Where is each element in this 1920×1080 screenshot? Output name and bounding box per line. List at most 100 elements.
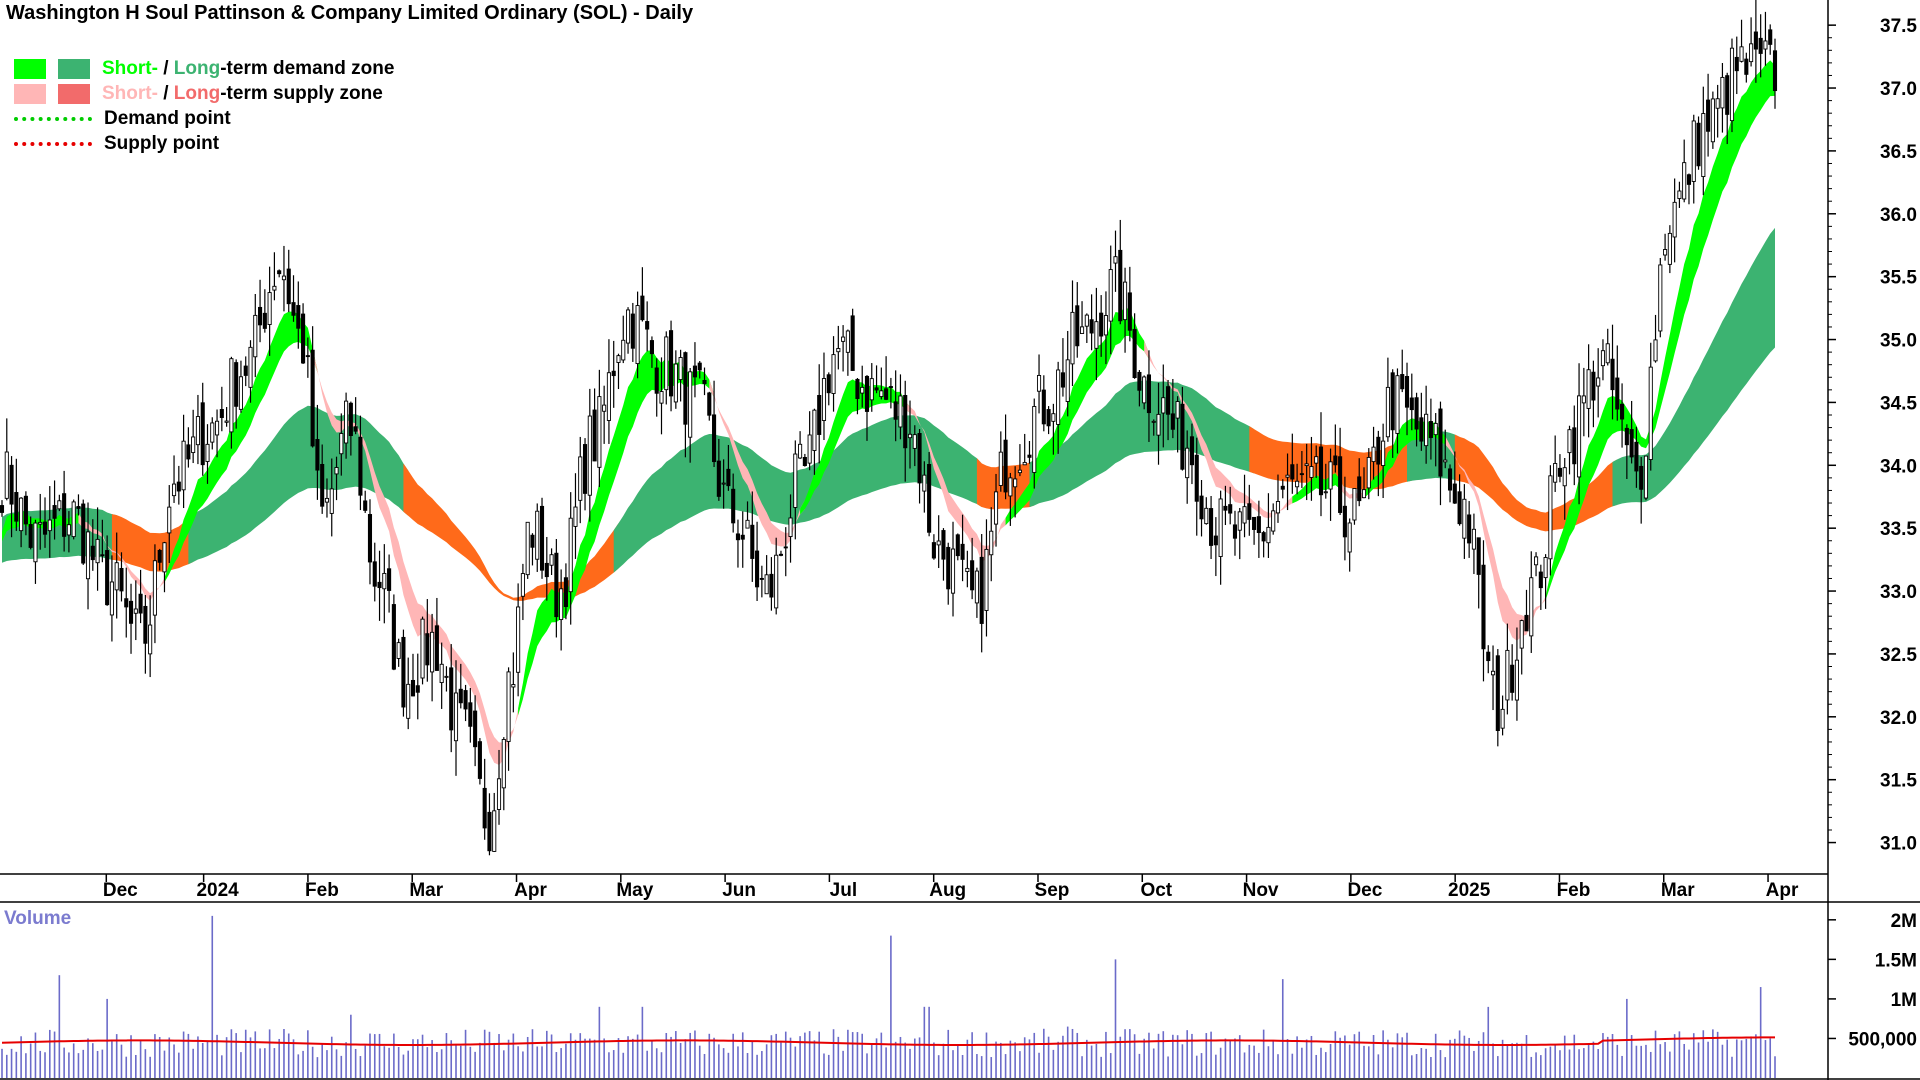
candle-body (726, 468, 731, 487)
candle-body (946, 546, 951, 590)
candle-body (1209, 508, 1214, 546)
candle-body (917, 433, 922, 484)
candle-body (1385, 386, 1390, 438)
candle-body (100, 554, 105, 557)
candle-body (659, 391, 664, 404)
candle-body (186, 444, 191, 460)
price-tick-label: 35.5 (1880, 268, 1917, 289)
candle-body (1562, 467, 1567, 487)
candle-body (1677, 190, 1682, 199)
candle-body (1643, 455, 1649, 499)
candle-body (1753, 31, 1758, 50)
candle-body (1672, 201, 1677, 238)
month-label: 2024 (196, 880, 239, 901)
candle-body (329, 488, 334, 514)
candle-body (401, 636, 406, 708)
candle-body (635, 305, 640, 365)
candle-body (382, 572, 387, 590)
candle-body (391, 604, 396, 670)
candle-body (1648, 366, 1653, 460)
candle-body (248, 346, 253, 388)
candle-body (525, 521, 530, 576)
candle-body (664, 336, 669, 391)
candle-body (1366, 456, 1371, 489)
legend-demand-sep: / (157, 57, 174, 79)
short-term-zone (1340, 479, 1369, 499)
candle-body (740, 534, 745, 540)
candle-body (1070, 311, 1075, 365)
candle-body (453, 692, 459, 742)
candle-body (1653, 339, 1658, 362)
price-tick-label: 37.5 (1880, 16, 1917, 37)
candle-body (640, 295, 645, 321)
candle-body (511, 684, 516, 688)
candle-body (530, 534, 535, 548)
candle-body (1146, 374, 1152, 414)
candle-body (1075, 305, 1080, 347)
candle-body (1476, 537, 1481, 575)
candle-body (171, 483, 177, 497)
candle-body (1772, 50, 1778, 92)
candle-body (219, 409, 224, 418)
candle-body (28, 524, 33, 548)
candle-body (234, 362, 239, 407)
chart-title: Washington H Soul Pattinson & Company Li… (6, 2, 694, 24)
candle-body (1428, 421, 1433, 439)
price-tick-label: 34.0 (1880, 456, 1917, 477)
candle-body (1022, 461, 1027, 466)
legend-supply-long-text: Long (173, 82, 221, 104)
candle-body (559, 588, 564, 621)
candle-body (296, 305, 301, 329)
candle-body (19, 497, 24, 532)
candle-body (1008, 477, 1013, 497)
legend-demand-point: Demand point (14, 106, 394, 131)
candle-body (1060, 372, 1065, 388)
candle-body (1514, 659, 1519, 701)
candle-body (625, 309, 631, 344)
candle-body (1409, 397, 1414, 411)
candle-body (243, 365, 248, 376)
candle-body (1615, 377, 1620, 410)
long-term-zone (403, 463, 619, 601)
candle-body (281, 275, 287, 281)
candle-body (965, 567, 970, 572)
candle-body (1634, 441, 1639, 472)
candle-body (955, 534, 960, 557)
candle-body (1271, 510, 1276, 532)
candle-body (669, 330, 674, 397)
candle-body (301, 313, 306, 364)
candle-body (879, 390, 884, 398)
candle-body (1490, 670, 1496, 676)
month-label: Dec (103, 880, 138, 901)
candle-body (855, 378, 860, 400)
candle-body (1309, 466, 1314, 478)
candle-body (1701, 113, 1706, 178)
candle-body (1113, 256, 1118, 264)
price-tick-label: 31.5 (1880, 771, 1917, 792)
candle-body (1103, 315, 1108, 336)
price-tick-label: 37.0 (1880, 79, 1917, 100)
candle-body (262, 312, 267, 329)
candle-body (1538, 571, 1543, 589)
candle-body (1228, 504, 1233, 514)
candle-body (200, 402, 205, 466)
candle-body (1553, 463, 1558, 483)
candle-body (836, 348, 841, 353)
candle-body (148, 624, 153, 655)
candle-body (463, 690, 468, 710)
candle-body (1056, 369, 1061, 425)
candle-body (344, 400, 349, 444)
candle-body (888, 386, 893, 388)
candle-body (678, 357, 683, 380)
short-term-zone (800, 379, 911, 515)
short-term-zone (1144, 340, 1298, 519)
candle-body (42, 521, 48, 535)
volume-label: Volume (4, 908, 72, 929)
candle-body (1706, 99, 1711, 132)
legend-demand-rest: -term demand zone (220, 57, 395, 79)
candle-body (673, 363, 678, 403)
candle-body (1256, 516, 1261, 534)
candle-body (267, 292, 272, 325)
